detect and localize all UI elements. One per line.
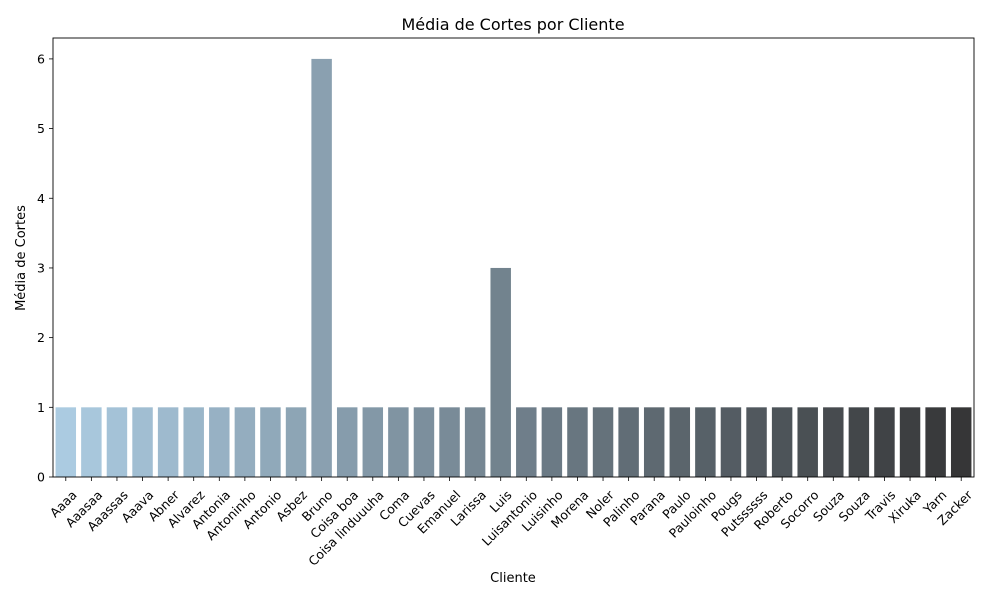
bar-zacker bbox=[950, 407, 972, 477]
bar-travis bbox=[874, 407, 895, 477]
x-axis: AaaaAaasaaAaassasAaavaAbnerAlvarezAntoni… bbox=[47, 477, 976, 569]
bar-luisantonio bbox=[516, 407, 537, 477]
y-tick-label: 2 bbox=[37, 330, 45, 345]
bar-xiruka bbox=[899, 407, 921, 477]
bar-coma bbox=[388, 407, 409, 477]
bar-aaaa bbox=[55, 407, 77, 477]
bar-parana bbox=[643, 407, 665, 477]
bar-luisinho bbox=[541, 407, 563, 477]
y-tick-label: 1 bbox=[37, 400, 45, 415]
plot-frame bbox=[52, 37, 975, 478]
bar-antonio bbox=[260, 407, 281, 477]
bar-cuevas bbox=[413, 407, 435, 477]
y-tick-label: 0 bbox=[37, 470, 45, 485]
bar-aaava bbox=[132, 407, 153, 477]
bar-pauloinho bbox=[695, 407, 716, 477]
bar-roberto bbox=[771, 407, 793, 477]
chart-title: Média de Cortes por Cliente bbox=[401, 15, 624, 34]
bar-morena bbox=[567, 407, 588, 477]
bar-putssssss bbox=[746, 407, 767, 477]
bar-luis bbox=[490, 267, 511, 477]
y-axis-title: Média de Cortes bbox=[14, 205, 29, 311]
y-tick-label: 5 bbox=[37, 121, 45, 136]
bar-palinho bbox=[618, 407, 639, 477]
bar-coisa-linduuuha bbox=[362, 407, 384, 477]
y-tick-label: 3 bbox=[37, 260, 45, 275]
bar-emanuel bbox=[439, 407, 460, 477]
bar-larissa bbox=[464, 407, 486, 477]
bar-paulo bbox=[669, 407, 691, 477]
bar-antoninho bbox=[234, 407, 256, 477]
bar-alvarez bbox=[183, 407, 204, 477]
bar-abner bbox=[157, 407, 179, 477]
y-tick-label: 4 bbox=[37, 191, 45, 206]
bar-socorro bbox=[797, 407, 818, 477]
bar-yarn bbox=[925, 407, 946, 477]
bar-souza bbox=[823, 407, 844, 477]
bar-antonia bbox=[209, 407, 230, 477]
bar-noler bbox=[592, 407, 614, 477]
y-tick-label: 6 bbox=[37, 51, 45, 66]
y-axis: 0 1 2 3 4 5 6 bbox=[37, 51, 53, 485]
bar-aaassas bbox=[106, 407, 128, 477]
bar-asbez bbox=[285, 407, 307, 477]
bar-souza bbox=[848, 407, 870, 477]
bar-bruno bbox=[311, 58, 332, 478]
x-axis-title: Cliente bbox=[490, 571, 536, 586]
bars bbox=[55, 58, 972, 478]
bar-coisa-boa bbox=[336, 407, 358, 477]
bar-pougs bbox=[720, 407, 742, 477]
bar-aaasaa bbox=[81, 407, 102, 477]
